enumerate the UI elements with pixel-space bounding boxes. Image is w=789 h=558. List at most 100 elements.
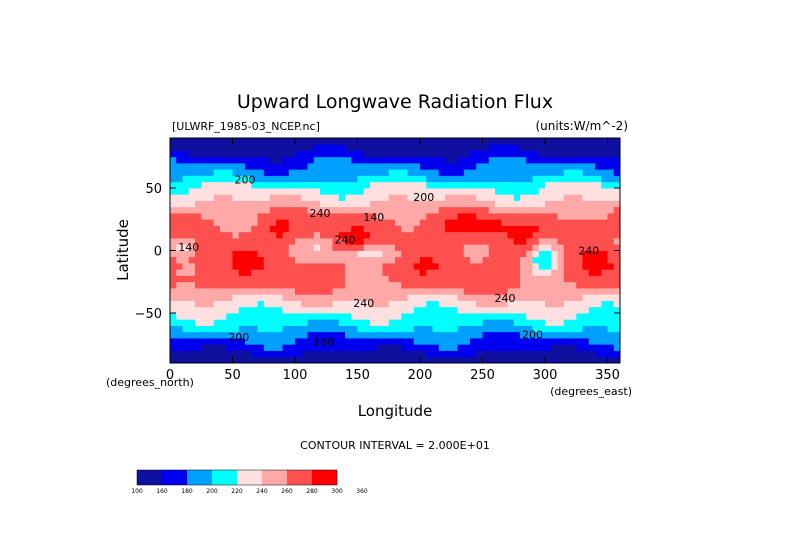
flux-cell [607, 231, 615, 239]
flux-cell [226, 269, 233, 276]
flux-cell [538, 150, 546, 158]
flux-cell [170, 281, 177, 289]
flux-cell [326, 169, 333, 176]
flux-cell [351, 256, 358, 264]
flux-cell [238, 281, 246, 289]
flux-cell [251, 281, 258, 289]
flux-cell [313, 163, 321, 170]
flux-cell [201, 169, 208, 176]
flux-cell [551, 231, 558, 239]
flux-cell [207, 194, 215, 201]
flux-cell [557, 194, 565, 201]
flux-cell [363, 281, 371, 289]
flux-cell [188, 269, 196, 276]
flux-cell [501, 156, 508, 164]
flux-cell [332, 331, 340, 339]
flux-cell [270, 138, 277, 145]
flux-cell [570, 281, 577, 289]
flux-cell [382, 344, 390, 351]
flux-cell [607, 281, 615, 289]
flux-cell [282, 181, 290, 189]
flux-cell [238, 194, 246, 201]
flux-cell [463, 281, 471, 289]
flux-cell [413, 313, 421, 320]
flux-cell [420, 338, 427, 345]
flux-cell [332, 225, 340, 233]
flux-cell [438, 213, 446, 220]
flux-cell [563, 231, 571, 239]
flux-cell [257, 281, 265, 289]
flux-cell [607, 356, 615, 363]
flux-cell [226, 200, 233, 208]
flux-cell [370, 288, 377, 295]
flux-cell [201, 244, 208, 251]
flux-cell [376, 169, 383, 176]
flux-cell [320, 344, 327, 351]
flux-cell [382, 213, 390, 220]
flux-cell [326, 144, 333, 151]
flux-cell [282, 338, 290, 345]
flux-cell [251, 244, 258, 251]
flux-cell [482, 138, 490, 145]
flux-cell [495, 181, 502, 189]
flux-cell [182, 256, 190, 264]
flux-cell [188, 294, 196, 301]
flux-cell [513, 206, 521, 214]
flux-cell [332, 169, 340, 176]
flux-cell [251, 356, 258, 363]
flux-cell [457, 319, 465, 326]
flux-cell [263, 319, 271, 326]
flux-cell [470, 144, 477, 151]
flux-cell [357, 300, 365, 308]
flux-cell [207, 263, 215, 270]
flux-cell [607, 250, 615, 258]
flux-cell [263, 250, 271, 258]
flux-cell [526, 138, 533, 145]
flux-cell [270, 275, 277, 283]
flux-cell [595, 181, 602, 189]
flux-cell [482, 200, 490, 208]
flux-cell [301, 313, 308, 320]
legend-level-label: 260 [281, 488, 293, 495]
flux-cell [232, 288, 240, 295]
flux-cell [313, 213, 321, 220]
flux-cell [288, 288, 296, 295]
flux-cell [238, 344, 246, 351]
flux-cell [195, 281, 202, 289]
flux-cell [357, 244, 365, 251]
flux-cell [201, 238, 208, 245]
flux-cell [582, 344, 590, 351]
flux-cell [345, 163, 352, 170]
flux-cell [607, 225, 615, 233]
flux-cell [413, 138, 421, 145]
flux-cell [557, 356, 565, 363]
flux-cell [457, 338, 465, 345]
flux-cell [363, 325, 371, 333]
flux-cell [576, 175, 583, 183]
flux-cell [538, 175, 546, 183]
flux-cell [201, 269, 208, 276]
flux-cell [532, 269, 540, 276]
flux-cell [401, 200, 408, 208]
flux-cell [607, 300, 615, 308]
flux-cell [563, 213, 571, 220]
flux-cell [395, 213, 402, 220]
flux-cell [576, 188, 583, 195]
flux-cell [170, 175, 177, 183]
flux-cell [320, 206, 327, 214]
flux-cell [432, 350, 440, 358]
contour-label: 240 [495, 292, 516, 305]
flux-cell [613, 181, 620, 189]
flux-cell [595, 256, 602, 264]
flux-cell [563, 238, 571, 245]
flux-cell [532, 169, 540, 176]
flux-cell [576, 163, 583, 170]
flux-cell [488, 206, 496, 214]
flux-cell [507, 269, 515, 276]
flux-cell [413, 181, 421, 189]
flux-cell [213, 294, 221, 301]
flux-cell [263, 175, 271, 183]
flux-cell [276, 338, 283, 345]
flux-cell [588, 238, 596, 245]
